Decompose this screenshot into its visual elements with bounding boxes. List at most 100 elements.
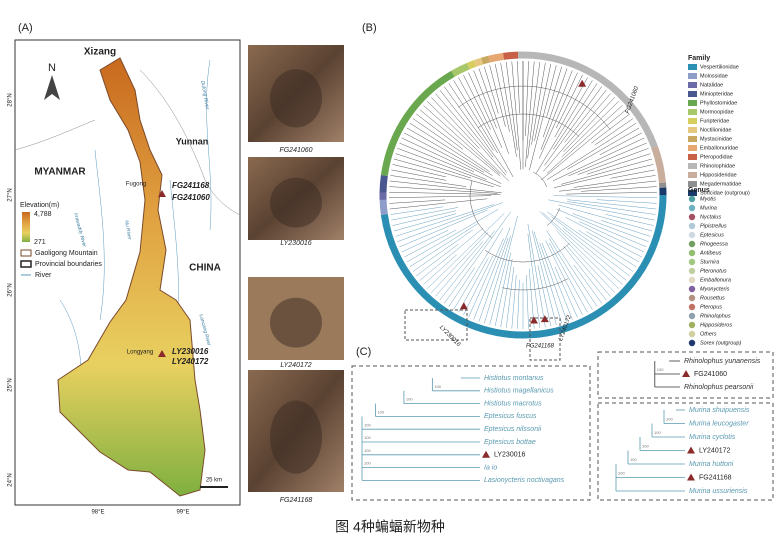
tree-branch [567, 199, 657, 210]
legend-title: Family [688, 55, 710, 62]
legend-item: Vespertilionidae [700, 64, 739, 70]
tree-branch [435, 93, 507, 176]
tree-branch [489, 215, 518, 325]
tree-branch [397, 202, 503, 242]
taxon-label: Murina shuipuensis [689, 407, 750, 414]
legend-item: Antibeus [699, 250, 722, 256]
tree-branch [540, 70, 573, 150]
tree-branch [558, 204, 653, 232]
legend-swatch [688, 136, 697, 142]
tree-branch [552, 137, 645, 182]
photo-caption: FG241060 [279, 147, 312, 154]
tree-branch [567, 246, 611, 297]
figure-caption: 图 4种蝙蝠新物种 [335, 519, 445, 535]
tree-branch [591, 113, 630, 144]
lon-label: 99°E [176, 510, 189, 516]
tree-branch [389, 199, 446, 204]
site-marker [158, 350, 166, 357]
family-ring [651, 145, 666, 184]
support-label: 100 [377, 409, 384, 414]
legend-swatch [688, 222, 696, 230]
scale-label: 25 km [206, 478, 222, 484]
tree-branch [596, 199, 657, 204]
legend-swatch [688, 339, 696, 347]
taxon-label: Histiotus montanus [484, 375, 544, 382]
legend-item: Emballonuridae [700, 145, 738, 151]
taxon-label: Eptesicus bottae [484, 439, 536, 446]
tree-branch [389, 195, 492, 199]
place-label: MYANMAR [34, 167, 86, 178]
tree-branch [517, 279, 520, 329]
tree-branch [406, 127, 485, 173]
legend-item: Myonycteris [700, 286, 730, 292]
legend-item: Molossidae [700, 73, 728, 79]
tree-branch [478, 68, 509, 154]
tree-branch [395, 204, 494, 237]
clade-box [597, 351, 774, 399]
lat-label: 24°N [8, 473, 14, 486]
tree-branch [423, 105, 500, 175]
tree-branch [517, 61, 520, 114]
tree-branch [546, 122, 637, 180]
photo-detail [270, 69, 322, 128]
taxon-label: Rhinolophus pearsonii [684, 384, 754, 391]
tree-branch [489, 65, 506, 128]
tree-branch [554, 164, 654, 188]
tree-branch [416, 113, 464, 150]
lon-label: 98°E [91, 510, 104, 516]
tree-branch [500, 258, 513, 328]
taxon-label: Ia io [484, 464, 497, 471]
site-marker [158, 190, 166, 197]
site-label: FG241060 [172, 193, 210, 202]
tree-branch [542, 212, 623, 285]
legend-swatch [20, 249, 32, 257]
tree-branch [399, 142, 487, 180]
taxon-label: FG241168 [699, 474, 732, 481]
tree-branch [401, 137, 475, 173]
tree-branch [559, 180, 657, 192]
tree-branch [468, 238, 504, 318]
tree-branch [412, 118, 490, 172]
tree-branch [423, 254, 457, 285]
tree-branch [586, 153, 651, 175]
tree-branch [448, 267, 476, 307]
legend-max: 4,788 [34, 211, 52, 218]
legend-item: Pteropodidae [700, 154, 733, 160]
legend-item: Furipteridae [700, 118, 729, 124]
tree-branch [431, 231, 489, 293]
tree-branch [419, 109, 501, 177]
tree-branch [566, 201, 656, 215]
legend-item: Rousettus [700, 295, 725, 301]
tree-branch [511, 274, 517, 329]
tree-branch [533, 172, 547, 188]
place-label: Longyang [127, 350, 153, 356]
tree-branch [395, 153, 472, 179]
tip-marker [578, 79, 587, 87]
tree-branch [399, 209, 488, 248]
legend-item: Natalidae [700, 82, 723, 88]
legend-swatch [688, 294, 696, 302]
support-label: 100 [618, 471, 625, 476]
support-label: 100 [364, 448, 371, 453]
legend-item: Mystacinidae [700, 136, 732, 142]
specimen-marker [687, 446, 695, 454]
legend-swatch [688, 204, 696, 212]
north-label: N [48, 62, 56, 74]
tree-branch [485, 242, 570, 263]
tree-branch [427, 213, 505, 289]
scale-bar: 25 km [200, 478, 228, 488]
legend-swatch [688, 73, 697, 79]
tree-branch [600, 220, 651, 237]
legend-swatch [688, 172, 697, 178]
legend-swatch [688, 303, 696, 311]
tree-branch [546, 66, 562, 118]
tree-branch [409, 122, 493, 176]
legend-swatch [688, 231, 696, 239]
support-label: 100 [434, 384, 441, 389]
tree-branch [563, 246, 607, 301]
tree-branch [484, 235, 511, 324]
specimen-marker [482, 450, 490, 458]
tree-branch [444, 86, 507, 173]
panel-label: (C) [356, 346, 371, 358]
